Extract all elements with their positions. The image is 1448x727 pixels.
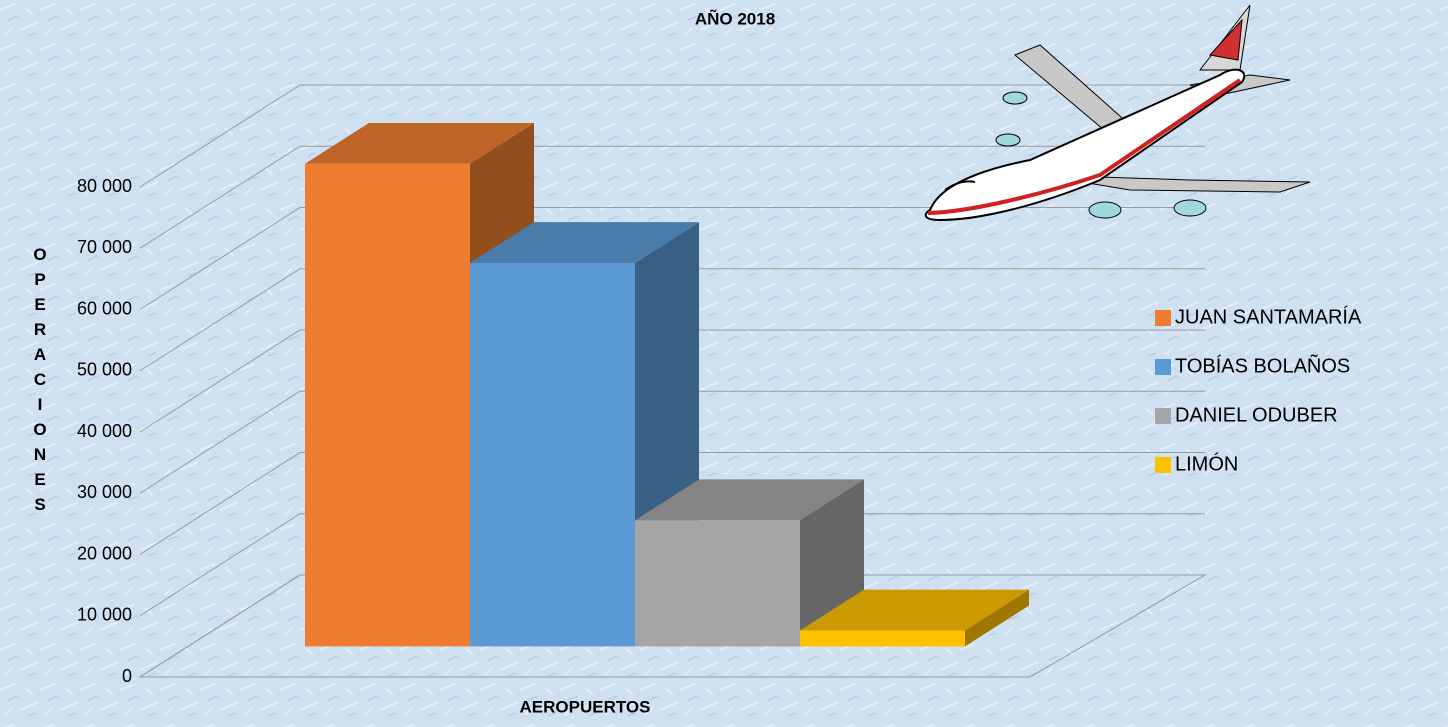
grid-line bbox=[139, 329, 1205, 433]
legend-swatch bbox=[1155, 408, 1171, 424]
bar bbox=[635, 520, 800, 647]
legend-swatch bbox=[1155, 457, 1171, 473]
y-tick-label: 80 000 bbox=[77, 176, 132, 196]
grid-line bbox=[139, 390, 1205, 494]
grid-line bbox=[139, 145, 1205, 249]
grid-line bbox=[139, 268, 1205, 372]
x-axis-title: AEROPUERTOS bbox=[520, 697, 651, 716]
grid-line bbox=[139, 452, 1205, 555]
grid-line bbox=[139, 84, 1205, 188]
bar-top bbox=[305, 122, 534, 164]
bar-top bbox=[470, 222, 699, 263]
chart-title: AÑO 2018 bbox=[695, 8, 775, 28]
bar-top bbox=[635, 479, 864, 521]
y-tick-label: 0 bbox=[122, 666, 132, 686]
bar-top bbox=[800, 589, 1029, 631]
y-tick-label: 30 000 bbox=[77, 482, 132, 502]
legend-label: DANIEL ODUBER bbox=[1175, 404, 1338, 426]
legend-label: JUAN SANTAMARÍA bbox=[1175, 305, 1362, 328]
legend-label: LIMÓN bbox=[1175, 452, 1238, 475]
legend-swatch bbox=[1155, 310, 1171, 326]
grid-line bbox=[139, 513, 1205, 617]
y-tick-label: 60 000 bbox=[77, 298, 132, 318]
grid-line bbox=[139, 207, 1205, 310]
legend-swatch bbox=[1155, 359, 1171, 375]
bar-side bbox=[965, 589, 1029, 647]
airplane bbox=[924, 4, 1311, 222]
y-tick-label: 70 000 bbox=[77, 237, 132, 257]
y-tick-label: 40 000 bbox=[77, 421, 132, 441]
plot-area: 0 10 000 20 000 30 000 40 000 50 000 60 000 70 … bbox=[77, 84, 1207, 686]
bar bbox=[800, 630, 965, 647]
bar bbox=[470, 262, 635, 647]
legend-label: TOBÍAS BOLAÑOS bbox=[1175, 353, 1350, 377]
y-tick-label: 10 000 bbox=[77, 605, 132, 625]
y-tick-label: 50 000 bbox=[77, 360, 132, 380]
grid-line bbox=[139, 574, 1205, 678]
bar bbox=[305, 163, 470, 647]
y-axis-title: OPERACIONES bbox=[31, 245, 50, 520]
y-tick-label: 20 000 bbox=[77, 543, 132, 563]
